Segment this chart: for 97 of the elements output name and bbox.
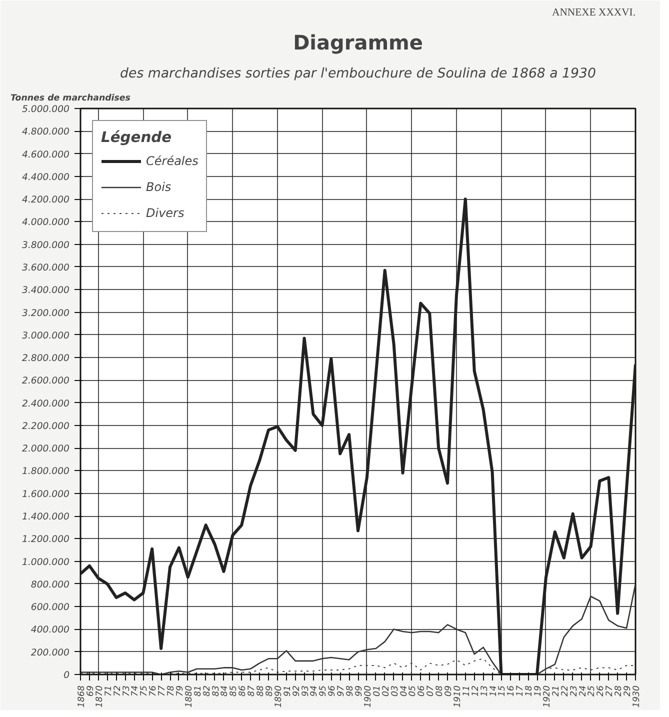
y-tick-label: 1.400.000 — [22, 512, 70, 523]
y-tick-label: 2.400.000 — [22, 398, 70, 410]
y-tick-label: 3.600.000 — [22, 262, 70, 274]
x-tick-label: 1910 — [452, 685, 463, 708]
y-tick-label: 3.800.000 — [22, 240, 70, 251]
x-tick-label: 79 — [175, 686, 186, 697]
x-tick-label: 04 — [399, 686, 410, 697]
x-tick-label: 1890 — [274, 685, 284, 708]
x-tick-label: 69 — [86, 686, 96, 697]
x-tick-label: 93 — [300, 686, 311, 697]
x-tick-label: 87 — [247, 685, 258, 697]
y-tick-label: 4.400.000 — [22, 172, 70, 183]
x-tick-label: 1880 — [184, 685, 194, 708]
y-tick-label: 2.200.000 — [22, 420, 70, 432]
x-tick-label: 71 — [104, 686, 114, 697]
legend-title: Légende — [101, 129, 173, 146]
x-tick-label: 15 — [498, 685, 508, 697]
y-tick-label: 2.600.000 — [22, 376, 70, 387]
x-tick-label: 85 — [229, 685, 240, 697]
x-tick-label: 1930 — [632, 685, 642, 708]
x-tick-label: 74 — [130, 686, 141, 697]
x-tick-label: 1920 — [542, 685, 552, 708]
x-tick-label: 05 — [408, 685, 418, 697]
chart-subtitle: des marchandises sorties par l'embouchure de Soulina de 1868 a 1930 — [120, 66, 596, 82]
x-tick-label: 11 — [462, 686, 472, 697]
chart-title: Diagramme — [293, 30, 423, 54]
x-tick-label: 91 — [282, 686, 293, 697]
x-tick-label: 75 — [140, 685, 150, 697]
x-tick-label: 73 — [122, 686, 132, 697]
y-tick-label: 0 — [64, 670, 70, 681]
x-tick-label: 89 — [264, 686, 275, 697]
y-tick-label: 3.400.000 — [22, 285, 70, 296]
y-tick-label: 600.000 — [30, 602, 70, 614]
x-tick-label: 22 — [560, 686, 570, 697]
legend-label: Céréales — [146, 154, 198, 168]
x-tick-label: 06 — [417, 685, 428, 697]
x-tick-label: 18 — [524, 685, 535, 697]
y-tick-label: 3.000.000 — [22, 330, 70, 342]
x-tick-label: 13 — [480, 686, 490, 697]
y-tick-label: 4.000.000 — [22, 217, 70, 228]
x-tick-label: 95 — [318, 685, 329, 697]
x-tick-label: 21 — [551, 686, 562, 697]
x-tick-label: 86 — [238, 685, 248, 697]
y-tick-label: 1.000.000 — [22, 556, 70, 568]
x-tick-label: 12 — [470, 686, 481, 697]
x-tick-label: 29 — [623, 686, 634, 697]
x-tick-label: 24 — [578, 686, 588, 697]
x-tick-label: 76 — [148, 685, 159, 697]
x-tick-label: 84 — [220, 686, 230, 697]
x-tick-label: 88 — [256, 685, 266, 697]
x-tick-label: 02 — [381, 686, 392, 697]
y-tick-label: 2.800.000 — [22, 353, 70, 364]
y-tick-label: 4.600.000 — [22, 149, 70, 160]
x-tick-label: 09 — [444, 686, 454, 697]
x-tick-label: 72 — [112, 686, 123, 697]
x-tick-label: 17 — [516, 685, 526, 697]
y-tick-label: 1.800.000 — [22, 466, 70, 478]
y-tick-label: 200.000 — [30, 647, 70, 658]
x-tick-label: 27 — [605, 685, 616, 697]
y-tick-label: 4.800.000 — [22, 126, 70, 138]
legend-label: Bois — [146, 180, 172, 194]
x-tick-label: 23 — [569, 686, 580, 697]
x-tick-label: 14 — [488, 686, 499, 697]
y-tick-label: 3.200.000 — [22, 308, 70, 319]
x-tick-label: 07 — [426, 685, 436, 697]
x-tick-label: 94 — [310, 686, 320, 697]
y-tick-label: 2.000.000 — [22, 444, 70, 455]
x-tick-label: 26 — [596, 685, 606, 697]
x-tick-label: 01 — [372, 686, 382, 697]
x-tick-label: 99 — [354, 686, 364, 697]
x-tick-label: 25 — [587, 685, 598, 697]
x-tick-label: 82 — [202, 686, 212, 697]
y-tick-label: 5.000.000 — [22, 104, 70, 115]
x-tick-label: 03 — [390, 686, 400, 697]
x-tick-label: 78 — [166, 685, 177, 697]
legend-label: Divers — [146, 206, 184, 220]
x-tick-label: 77 — [158, 685, 168, 697]
x-tick-label: 1868 — [77, 685, 87, 708]
x-tick-label: 16 — [506, 685, 517, 697]
x-tick-label: 81 — [193, 686, 204, 697]
x-tick-label: 98 — [346, 685, 356, 697]
y-tick-label: 1.200.000 — [22, 534, 70, 546]
y-tick-label: 1.600.000 — [22, 488, 70, 500]
x-tick-label: 1900 — [363, 685, 374, 708]
y-axis-title: Tonnes de marchandises — [10, 94, 130, 104]
text: ANNEXE XXXVI. — [552, 8, 636, 18]
y-tick-label: 800.000 — [30, 579, 70, 590]
x-tick-label: 08 — [435, 685, 446, 697]
x-tick-label: 83 — [211, 686, 222, 697]
y-tick-label: 4.200.000 — [22, 194, 70, 206]
x-tick-label: 96 — [328, 685, 338, 697]
x-tick-label: 28 — [614, 685, 624, 697]
x-tick-label: 19 — [534, 686, 544, 697]
x-tick-label: 1870 — [94, 685, 105, 708]
x-tick-label: 92 — [292, 686, 302, 697]
y-tick-label: 400.000 — [30, 624, 70, 636]
x-tick-label: 97 — [336, 685, 347, 697]
